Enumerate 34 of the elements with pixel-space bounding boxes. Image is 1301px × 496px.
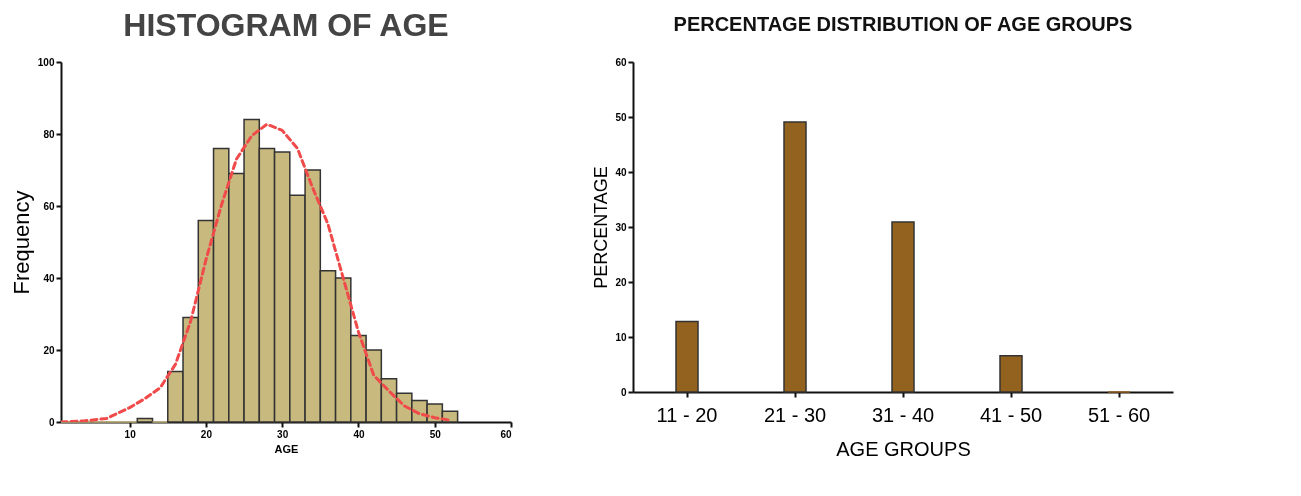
y-tick-label: 20 [43, 344, 55, 356]
y-tick-label: 10 [615, 331, 627, 343]
bar [675, 320, 699, 393]
x-tick-label: 50 [429, 428, 442, 440]
bar [999, 354, 1023, 393]
y-tick-label: 40 [43, 272, 55, 284]
y-tick-label: 80 [43, 128, 55, 140]
x-tick-label: 31 - 40 [871, 403, 935, 426]
x-tick-label: 30 [277, 428, 289, 440]
y-tick-label: 0 [620, 386, 627, 398]
y-tick-label: 20 [615, 276, 627, 288]
x-tick-label: 41 - 50 [979, 403, 1043, 426]
bar [783, 121, 807, 393]
y-tick-label: 60 [43, 200, 55, 212]
y-tick-label: 40 [615, 166, 627, 178]
x-tick-label: 21 - 30 [763, 403, 827, 426]
x-tick-label: 40 [353, 428, 365, 440]
x-axis-title: AGE GROUPS [836, 437, 971, 460]
bar [891, 221, 915, 393]
x-tick-label: 51 - 60 [1087, 403, 1151, 426]
x-tick-label: 10 [124, 428, 137, 440]
x-axis-title: AGE [274, 442, 299, 455]
y-tick-label: 0 [48, 416, 55, 428]
y-tick-label: 30 [615, 221, 627, 233]
y-tick-label: 60 [615, 56, 627, 68]
chart-title: HISTOGRAM OF AGE [123, 7, 449, 43]
y-axis-title: PERCENTAGE [591, 166, 612, 289]
chart-title: PERCENTAGE DISTRIBUTION OF AGE GROUPS [673, 13, 1133, 35]
x-tick-label: 11 - 20 [656, 403, 718, 426]
y-tick-label: 100 [37, 56, 55, 68]
x-tick-label: 20 [200, 428, 213, 440]
y-axis-title: Frequency [8, 190, 34, 295]
y-tick-label: 50 [615, 111, 627, 123]
x-tick-label: 60 [500, 428, 512, 440]
